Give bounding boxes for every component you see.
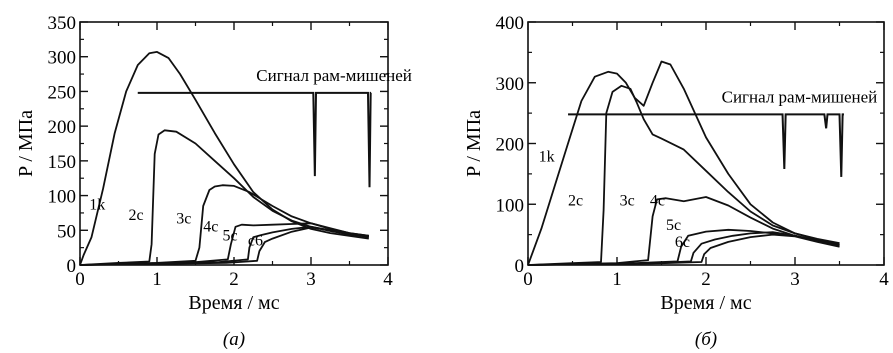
y-tick-label: 0 xyxy=(515,256,525,277)
x-tick-label: 4 xyxy=(383,269,393,290)
series-label-6c: 6c xyxy=(675,234,690,251)
x-tick-label: 2 xyxy=(229,269,239,290)
panel-a: 0 1 2 3 4 0 50 100 150 200 250 300 350 Время / мс P / … xyxy=(15,13,412,350)
series-label-3c: 3c xyxy=(176,210,191,227)
y-tick-label: 250 xyxy=(48,82,77,103)
y-tick-label: 0 xyxy=(67,256,77,277)
panel-b: 0 1 2 3 4 0 100 200 300 400 Время / мс P / МПа (б) Си… xyxy=(463,13,889,350)
y-tick-label: 300 xyxy=(48,48,77,69)
series-line-4c xyxy=(79,222,369,266)
series-6c: 6c xyxy=(527,233,840,266)
y-tick-label: 300 xyxy=(496,74,525,95)
series-label-3c: 3c xyxy=(620,192,635,209)
x-axis-label: Время / мс xyxy=(188,292,279,314)
x-tick-label: 0 xyxy=(75,269,85,290)
y-tick-label: 400 xyxy=(496,13,525,34)
x-tick-label: 3 xyxy=(306,269,316,290)
series-line-1k xyxy=(79,51,369,266)
series-label-1k: 1k xyxy=(539,149,555,166)
series-line-1k xyxy=(527,60,840,266)
series-label-2c: 2c xyxy=(129,207,144,224)
y-axis-label: P / МПа xyxy=(15,110,37,177)
series-4c: 4c xyxy=(79,219,369,266)
y-tick-label: 200 xyxy=(496,135,525,156)
x-axis-label: Время / мс xyxy=(660,292,751,314)
plot-frame xyxy=(527,21,885,266)
panel-caption: (б) xyxy=(695,329,717,350)
series-1k: 1k xyxy=(79,51,369,266)
series-line-3c xyxy=(79,184,369,266)
y-tick-label: 50 xyxy=(57,221,76,242)
y-axis-label: P / МПа xyxy=(463,110,485,177)
signal-line xyxy=(137,91,372,188)
signal-label: Сигнал рам-мишеней xyxy=(722,87,878,106)
series-label-4c: 4c xyxy=(203,219,218,236)
x-tick-label: 2 xyxy=(701,269,711,290)
series-1k: 1k xyxy=(527,60,840,266)
y-tick-label: 150 xyxy=(48,152,77,173)
series-line-2c xyxy=(527,84,840,266)
series-c6: c6 xyxy=(79,226,369,266)
series-2c: 2c xyxy=(79,129,369,266)
y-tick-label: 350 xyxy=(48,13,77,34)
series-line-2c xyxy=(79,129,369,266)
series-label-5c: 5c xyxy=(666,217,681,234)
series-label-c6: c6 xyxy=(248,233,263,250)
series-line-6c xyxy=(527,233,840,266)
x-tick-label: 0 xyxy=(523,269,533,290)
series-label-5c: 5c xyxy=(222,228,237,245)
series-2c: 2c xyxy=(527,84,840,266)
y-tick-label: 200 xyxy=(48,117,77,138)
series-label-1k: 1k xyxy=(89,196,105,213)
x-tick-label: 4 xyxy=(879,269,889,290)
series-line-c6 xyxy=(79,226,369,266)
series-label-2c: 2c xyxy=(568,192,583,209)
x-tick-label: 1 xyxy=(152,269,162,290)
series-label-4c: 4c xyxy=(650,192,665,209)
signal-label: Сигнал рам-мишеней xyxy=(256,66,412,85)
y-tick-label: 100 xyxy=(48,187,77,208)
x-tick-label: 1 xyxy=(612,269,622,290)
signal-line xyxy=(568,113,844,177)
series-3c: 3c xyxy=(79,184,369,266)
panel-caption: (а) xyxy=(223,329,245,350)
x-tick-label: 3 xyxy=(790,269,800,290)
y-tick-label: 100 xyxy=(496,195,525,216)
